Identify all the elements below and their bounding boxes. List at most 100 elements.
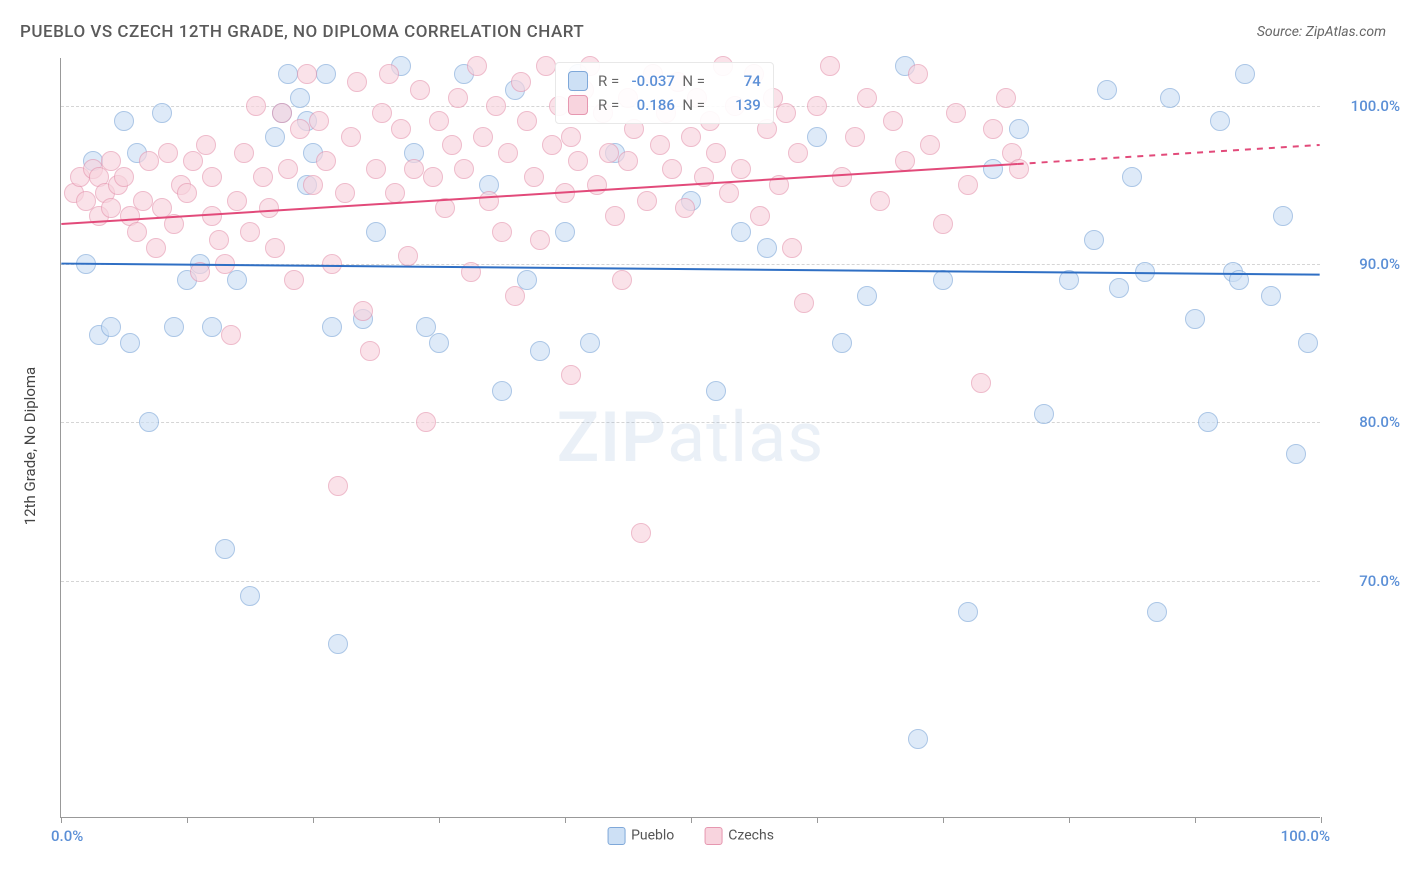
stat-text: R = -0.037 N = 74 <box>598 69 761 93</box>
data-point <box>807 127 827 147</box>
stat-swatch <box>568 95 588 115</box>
data-point <box>675 198 695 218</box>
data-point <box>328 476 348 496</box>
data-point <box>164 317 184 337</box>
data-point <box>139 151 159 171</box>
data-point <box>832 333 852 353</box>
data-point <box>1261 286 1281 306</box>
data-point <box>423 167 443 187</box>
data-point <box>517 111 537 131</box>
data-point <box>820 56 840 76</box>
data-point <box>215 254 235 274</box>
data-point <box>971 373 991 393</box>
x-tick <box>61 817 62 823</box>
data-point <box>202 167 222 187</box>
x-tick <box>439 817 440 823</box>
data-point <box>530 341 550 361</box>
data-point <box>1160 88 1180 108</box>
watermark: ZIPatlas <box>557 397 825 479</box>
data-point <box>650 135 670 155</box>
data-point <box>290 88 310 108</box>
x-tick <box>1069 817 1070 823</box>
data-point <box>511 72 531 92</box>
data-point <box>637 191 657 211</box>
data-point <box>958 602 978 622</box>
data-point <box>857 286 877 306</box>
data-point <box>347 72 367 92</box>
data-point <box>290 119 310 139</box>
data-point <box>561 365 581 385</box>
legend-swatch <box>607 827 625 845</box>
data-point <box>612 270 632 290</box>
data-point <box>316 151 336 171</box>
data-point <box>416 412 436 432</box>
data-point <box>933 270 953 290</box>
source-attribution: Source: ZipAtlas.com <box>1257 24 1386 40</box>
data-point <box>933 214 953 234</box>
y-tick-label: 80.0% <box>1359 413 1400 431</box>
data-point <box>240 586 260 606</box>
data-point <box>265 238 285 258</box>
data-point <box>561 127 581 147</box>
data-point <box>366 222 386 242</box>
y-axis-label: 12th Grade, No Diploma <box>21 367 39 525</box>
data-point <box>1235 64 1255 84</box>
data-point <box>1229 270 1249 290</box>
data-point <box>983 159 1003 179</box>
data-point <box>681 127 701 147</box>
data-point <box>272 103 292 123</box>
data-point <box>568 151 588 171</box>
data-point <box>202 206 222 226</box>
data-point <box>757 238 777 258</box>
data-point <box>769 175 789 195</box>
x-tick <box>1195 817 1196 823</box>
data-point <box>1147 602 1167 622</box>
data-point <box>719 183 739 203</box>
data-point <box>1298 333 1318 353</box>
data-point <box>555 222 575 242</box>
data-point <box>1273 206 1293 226</box>
y-tick-label: 70.0% <box>1359 572 1400 590</box>
data-point <box>442 135 462 155</box>
data-point <box>322 317 342 337</box>
data-point <box>870 191 890 211</box>
y-tick-label: 90.0% <box>1359 255 1400 273</box>
data-point <box>404 159 424 179</box>
data-point <box>467 56 487 76</box>
data-point <box>731 159 751 179</box>
legend-item: Czechs <box>704 827 774 845</box>
data-point <box>101 317 121 337</box>
x-tick <box>565 817 566 823</box>
data-point <box>587 175 607 195</box>
chart-title: PUEBLO VS CZECH 12TH GRADE, NO DIPLOMA C… <box>20 22 584 42</box>
x-axis-max-label: 100.0% <box>1281 827 1330 845</box>
data-point <box>782 238 802 258</box>
data-point <box>209 230 229 250</box>
data-point <box>114 111 134 131</box>
data-point <box>133 191 153 211</box>
data-point <box>920 135 940 155</box>
data-point <box>177 183 197 203</box>
data-point <box>1198 412 1218 432</box>
data-point <box>473 127 493 147</box>
data-point <box>253 167 273 187</box>
data-point <box>435 198 455 218</box>
data-point <box>832 167 852 187</box>
data-point <box>542 135 562 155</box>
data-point <box>120 333 140 353</box>
data-point <box>303 175 323 195</box>
data-point <box>492 222 512 242</box>
data-point <box>958 175 978 195</box>
x-tick <box>187 817 188 823</box>
data-point <box>908 64 928 84</box>
data-point <box>341 127 361 147</box>
data-point <box>536 56 556 76</box>
data-point <box>360 341 380 361</box>
data-point <box>309 111 329 131</box>
legend-bottom: PuebloCzechs <box>607 827 774 845</box>
data-point <box>379 64 399 84</box>
data-point <box>322 254 342 274</box>
data-point <box>530 230 550 250</box>
data-point <box>297 64 317 84</box>
x-tick <box>691 817 692 823</box>
